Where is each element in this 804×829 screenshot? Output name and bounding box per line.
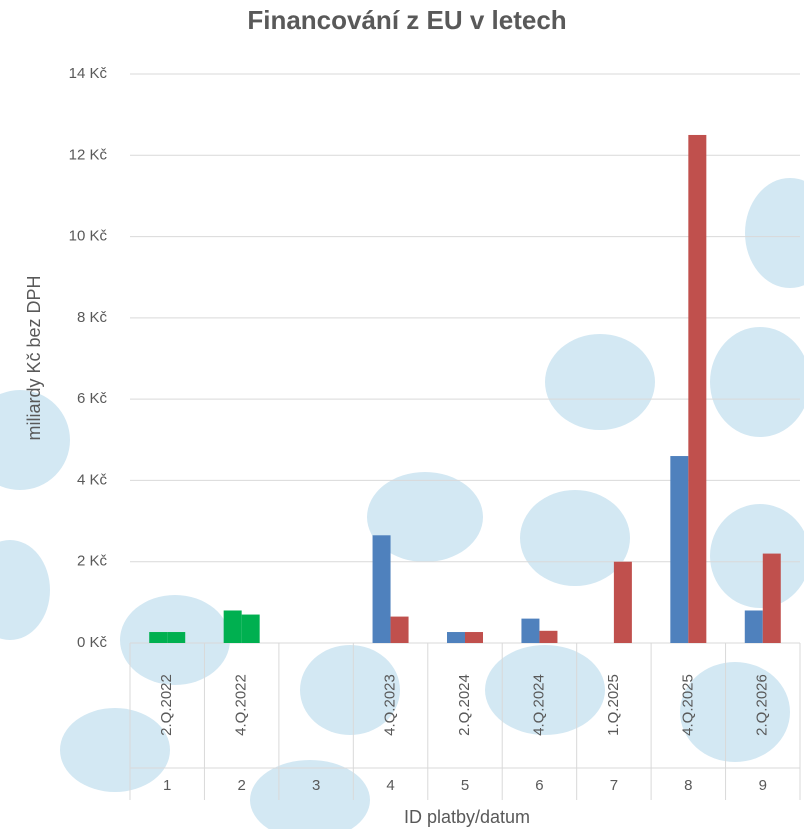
bar — [521, 618, 540, 643]
x-tick-label: 5 — [461, 777, 469, 794]
y-tick-label: 12 Kč — [69, 146, 108, 163]
y-tick-label: 14 Kč — [69, 65, 108, 82]
y-tick-label: 2 Kč — [77, 553, 108, 570]
x-axis-title: ID platby/datum — [404, 807, 530, 827]
x-tick-sublabel: 4.Q.2022 — [233, 674, 250, 736]
chart-title: Financování z EU v letech — [247, 5, 566, 35]
bar — [465, 632, 483, 643]
bar — [372, 535, 391, 643]
bar — [241, 614, 260, 643]
x-tick-sublabel: 2.Q.2026 — [754, 674, 771, 736]
x-tick-label: 9 — [759, 777, 767, 794]
x-tick-sublabel: 2.Q.2022 — [158, 674, 175, 736]
bar — [149, 632, 168, 643]
x-tick-sublabel: 2.Q.2024 — [456, 674, 473, 736]
y-tick-label: 6 Kč — [77, 390, 108, 407]
x-tick-sublabel: 4.Q.2023 — [382, 674, 399, 736]
x-tick-label: 8 — [684, 777, 692, 794]
x-tick-label: 3 — [312, 777, 320, 794]
bar — [223, 610, 242, 643]
bar — [670, 456, 689, 643]
bar — [447, 632, 465, 643]
bar — [688, 134, 707, 643]
bar — [539, 630, 558, 643]
x-tick-label: 1 — [163, 777, 171, 794]
bar — [167, 632, 186, 643]
x-tick-label: 2 — [237, 777, 245, 794]
x-tick-label: 6 — [535, 777, 543, 794]
bar — [744, 610, 763, 643]
bar — [762, 553, 781, 643]
x-tick-label: 4 — [386, 777, 394, 794]
y-tick-label: 10 Kč — [69, 228, 108, 245]
bar — [613, 561, 632, 643]
y-axis-title: miliardy Kč bez DPH — [24, 275, 44, 440]
x-tick-sublabel: 4.Q.2024 — [530, 674, 547, 736]
x-tick-sublabel: 4.Q.2025 — [679, 674, 696, 736]
bar — [390, 616, 409, 643]
x-tick-sublabel: 1.Q.2025 — [605, 674, 622, 736]
x-tick-label: 7 — [610, 777, 618, 794]
y-tick-label: 4 Kč — [77, 471, 108, 488]
y-tick-label: 8 Kč — [77, 309, 108, 326]
y-tick-label: 0 Kč — [77, 634, 108, 651]
